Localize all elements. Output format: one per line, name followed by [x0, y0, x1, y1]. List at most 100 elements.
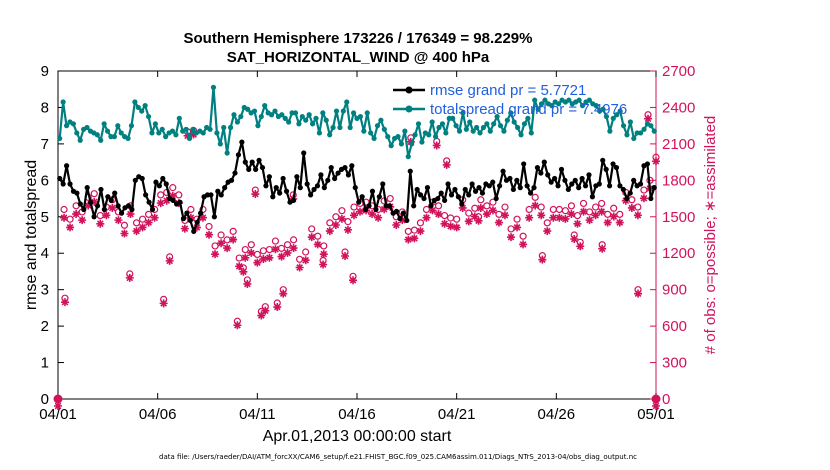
- totalspread-point: [101, 121, 107, 127]
- obs-possible-marker: [561, 207, 569, 215]
- totalspread-point: [340, 108, 346, 114]
- obs-assimilated-marker: [446, 222, 455, 231]
- y-right-tick-label: 0: [662, 391, 670, 408]
- totalspread-point: [508, 110, 514, 116]
- totalspread-point: [104, 128, 111, 134]
- rmse-point: [582, 183, 589, 189]
- rmse-point: [500, 168, 506, 174]
- totalspread-point: [388, 143, 394, 149]
- totalspread-point: [614, 112, 620, 118]
- y-right-tick-label: 300: [662, 355, 687, 372]
- totalspread-point: [145, 113, 152, 120]
- totalspread-point: [224, 150, 230, 156]
- obs-low-assimilated-marker: [257, 311, 266, 320]
- obs-possible-marker: [320, 242, 328, 250]
- totalspread-point: [374, 123, 381, 129]
- obs-possible-marker: [338, 207, 346, 215]
- rmse-point: [459, 201, 465, 207]
- totalspread-point: [279, 112, 285, 118]
- obs-assimilated-marker: [331, 220, 340, 229]
- rmse-point: [332, 175, 338, 182]
- y-right-tick-label: 2700: [662, 63, 695, 80]
- rmse-point: [613, 164, 620, 171]
- rmse-point: [112, 190, 118, 196]
- obs-assimilated-marker: [567, 210, 576, 219]
- totalspread-point: [70, 121, 76, 127]
- legend-label-spread: totalspread grand pr = 7.4976: [430, 101, 627, 118]
- totalspread-point: [337, 124, 343, 131]
- rmse-point: [648, 195, 654, 202]
- obs-assimilated-marker: [374, 213, 383, 222]
- rmse-point: [359, 194, 365, 200]
- totalspread-point: [238, 113, 244, 120]
- obs-low-assimilated-marker: [159, 299, 168, 308]
- obs-possible-marker: [543, 219, 551, 227]
- obs-possible-marker: [507, 225, 515, 233]
- obs-assimilated-marker: [211, 250, 220, 259]
- obs-possible-marker: [283, 241, 292, 249]
- rmse-point: [466, 192, 472, 198]
- obs-low-assimilated-marker: [349, 276, 358, 285]
- y-right-tick-label: 1500: [662, 209, 695, 226]
- obs-low-assimilated-marker: [598, 244, 607, 253]
- rmse-point: [311, 186, 317, 193]
- rmse-point: [321, 185, 327, 191]
- totalspread-point: [371, 135, 377, 142]
- rmse-point: [160, 175, 166, 182]
- totalspread-point: [231, 112, 237, 118]
- obs-possible-marker: [519, 232, 527, 240]
- rmse-point: [325, 177, 331, 183]
- obs-low-assimilated-marker: [60, 298, 69, 307]
- totalspread-point: [63, 123, 70, 129]
- totalspread-point: [210, 84, 217, 90]
- obs-assimilated-marker: [186, 213, 195, 222]
- rmse-point: [259, 164, 266, 171]
- obs-assimilated-marker: [96, 219, 105, 228]
- rmse-point: [531, 185, 537, 191]
- totalspread-point: [385, 134, 391, 140]
- rmse-point: [191, 228, 197, 234]
- totalspread-point: [286, 119, 292, 125]
- totalspread-point: [549, 103, 555, 109]
- obs-low-assimilated-marker: [432, 141, 441, 150]
- totalspread-point: [350, 110, 357, 116]
- rmse-point: [256, 157, 262, 163]
- rmse-point: [77, 201, 83, 207]
- rmse-point: [510, 186, 516, 193]
- obs-assimilated-marker: [555, 213, 564, 222]
- rmse-point: [242, 159, 248, 165]
- obs-possible-marker: [386, 194, 394, 203]
- rmse-point: [644, 161, 651, 167]
- obs-possible-marker: [501, 203, 509, 211]
- rmse-point: [517, 185, 523, 191]
- rmse-point: [438, 190, 444, 196]
- rmse-point: [651, 185, 657, 191]
- obs-possible-marker: [477, 196, 485, 204]
- obs-low-assimilated-marker: [634, 289, 643, 298]
- totalspread-point: [255, 123, 261, 129]
- rmse-point: [514, 177, 520, 183]
- obs-assimilated-marker: [573, 219, 582, 228]
- totalspread-point: [610, 115, 616, 121]
- rmse-point: [607, 183, 613, 189]
- obs-assimilated-marker: [132, 227, 141, 236]
- obs-low-assimilated-marker: [538, 255, 547, 264]
- rmse-point: [211, 214, 217, 220]
- obs-assimilated-marker: [192, 223, 201, 232]
- y-left-tick-label: 7: [41, 136, 49, 153]
- totalspread-point: [94, 132, 100, 138]
- totalspread-point: [207, 126, 213, 132]
- obs-assimilated-marker: [229, 235, 238, 244]
- obs-assimilated-marker: [507, 233, 516, 242]
- y-left-tick-label: 2: [41, 318, 49, 335]
- x-tick-label: 04/01: [39, 406, 77, 423]
- rmse-point: [534, 164, 541, 171]
- obs-assimilated-marker: [78, 216, 87, 225]
- obs-assimilated-marker: [90, 197, 99, 206]
- rmse-point: [270, 194, 276, 200]
- y-left-tick-label: 0: [41, 391, 49, 408]
- totalspread-point: [227, 124, 234, 131]
- totalspread-point: [525, 115, 531, 121]
- obs-assimilated-marker: [84, 201, 93, 210]
